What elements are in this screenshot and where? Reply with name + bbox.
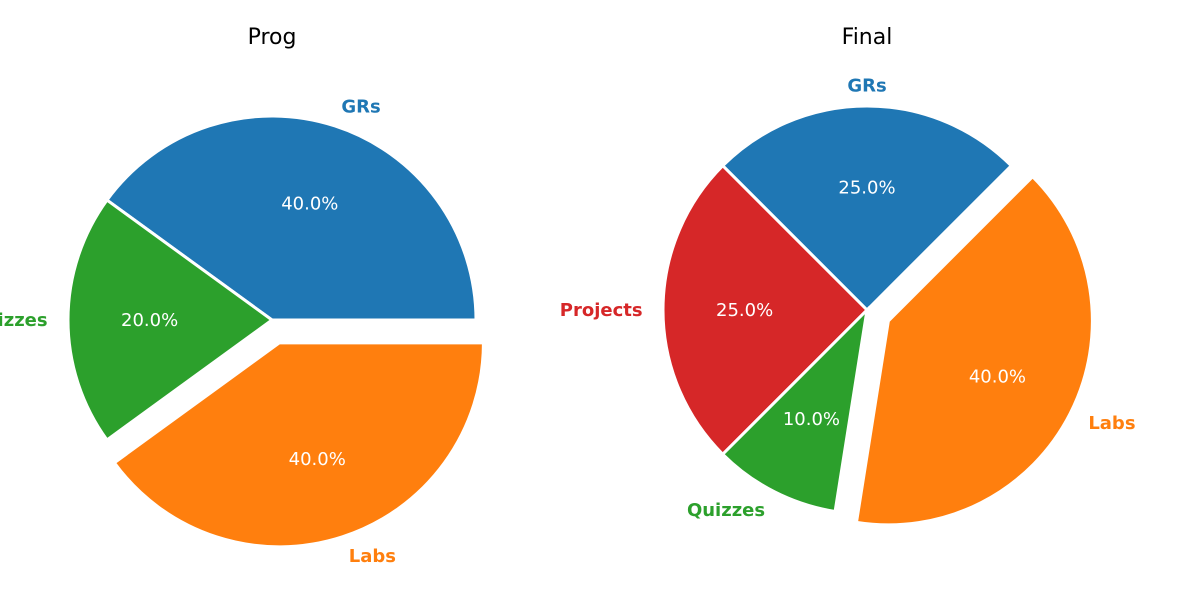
prog-category-label-labs: Labs [349, 546, 396, 567]
final-category-label-projects: Projects [560, 300, 643, 321]
final-slice-labs [854, 174, 1094, 527]
prog-chart-title: Prog [248, 25, 297, 50]
prog-pct-label-grs: 40.0% [281, 194, 338, 215]
prog-category-label-grs: GRs [341, 97, 380, 118]
final-pie-chart: Final 25.0% GRs 25.0% Projects 10.0% Quizzes 4… [560, 25, 1136, 527]
prog-slice-quizzes [66, 197, 275, 443]
final-slice-quizzes [720, 305, 870, 514]
prog-pct-label-labs: 40.0% [289, 449, 346, 470]
prog-slice-labs [112, 341, 485, 549]
final-chart-title: Final [842, 25, 893, 50]
final-pct-label-grs: 25.0% [838, 178, 895, 199]
final-slice-projects [661, 163, 870, 457]
final-pct-label-projects: 25.0% [716, 300, 773, 321]
final-pct-label-labs: 40.0% [969, 366, 1026, 387]
prog-pct-label-quizzes: 20.0% [121, 310, 178, 331]
final-slice-grs [720, 104, 1014, 313]
prog-pie-chart: Prog 40.0% GRs 20.0% Quizzes 40.0% Labs [0, 25, 485, 567]
final-category-label-grs: GRs [847, 76, 886, 97]
final-category-label-quizzes: Quizzes [687, 500, 765, 521]
final-category-label-labs: Labs [1088, 413, 1135, 434]
prog-category-label-quizzes: Quizzes [0, 310, 48, 331]
final-pct-label-quizzes: 10.0% [783, 409, 840, 430]
prog-slice-grs [104, 114, 478, 322]
